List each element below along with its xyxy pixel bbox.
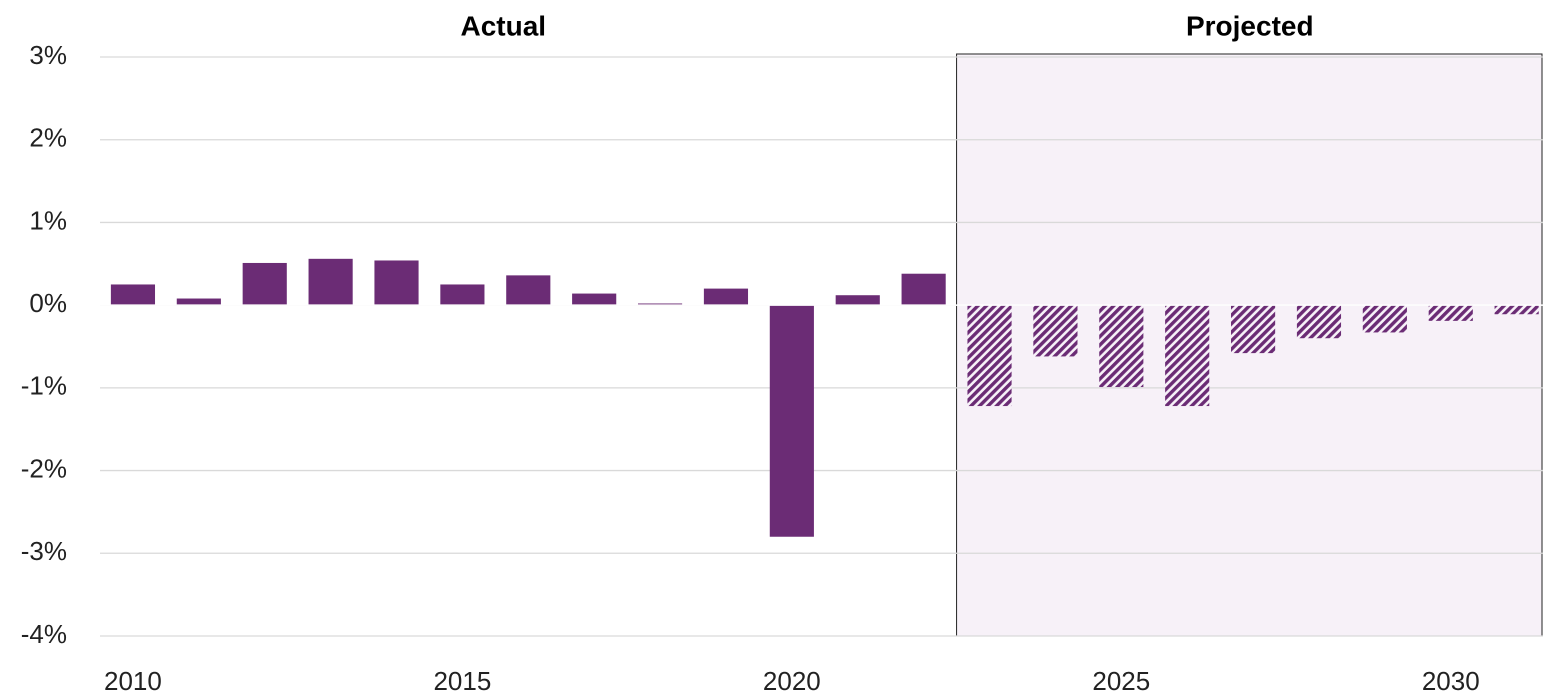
y-tick-label: 0% — [29, 288, 67, 318]
bar — [440, 284, 485, 306]
y-tick-label: -1% — [21, 371, 67, 401]
bar — [637, 303, 683, 306]
bar — [572, 293, 617, 306]
bar — [769, 305, 814, 537]
bar — [110, 284, 156, 306]
y-tick-label: -3% — [21, 536, 67, 566]
bar — [1033, 305, 1078, 357]
bar — [967, 305, 1012, 407]
x-tick-label: 2010 — [104, 666, 162, 696]
bar — [1362, 305, 1407, 333]
bar — [1099, 305, 1144, 388]
bar — [374, 260, 419, 306]
y-tick-label: 2% — [29, 123, 67, 153]
section-header: Projected — [1186, 10, 1314, 41]
bar — [176, 298, 221, 306]
bar — [1296, 305, 1342, 339]
bar — [835, 295, 880, 306]
x-tick-label: 2030 — [1422, 666, 1480, 696]
x-tick-label: 2025 — [1092, 666, 1150, 696]
y-tick-label: -4% — [21, 619, 67, 649]
y-tick-label: 3% — [29, 40, 67, 70]
bar — [1165, 305, 1210, 407]
bar — [506, 275, 551, 306]
bar — [1231, 305, 1276, 354]
bar — [1428, 305, 1473, 321]
section-header: Actual — [460, 10, 546, 41]
bar — [901, 273, 946, 306]
y-tick-label: 1% — [29, 205, 67, 235]
bar — [1494, 305, 1539, 315]
x-tick-label: 2020 — [763, 666, 821, 696]
y-tick-label: -2% — [21, 453, 67, 483]
bar — [242, 262, 287, 306]
bar — [703, 288, 749, 306]
x-tick-label: 2015 — [433, 666, 491, 696]
bar — [308, 258, 353, 306]
